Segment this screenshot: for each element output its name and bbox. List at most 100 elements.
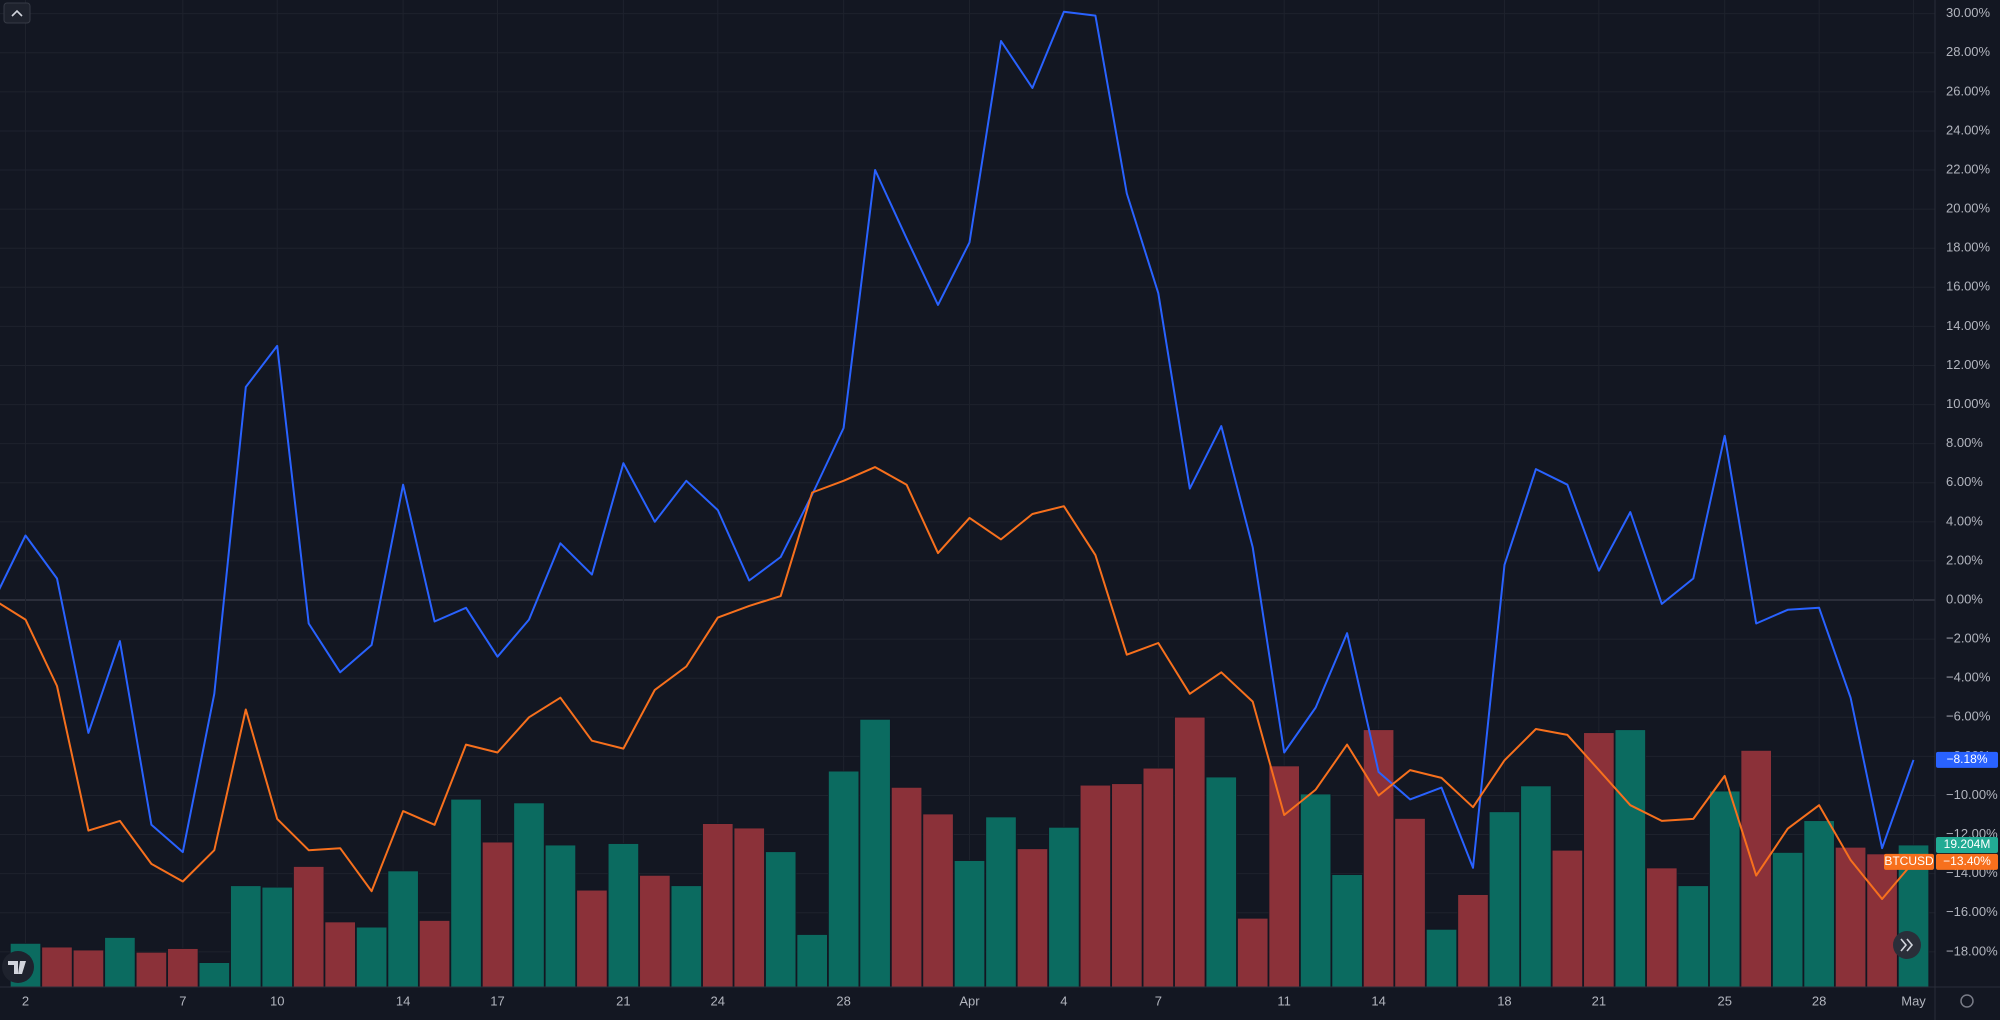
volume-bar [1394,818,1426,987]
volume-bar [1677,885,1709,987]
y-tick-label: 4.00% [1946,513,1983,528]
scroll-icon [1900,938,1914,952]
y-tick-label: 30.00% [1946,5,1991,20]
x-tick-label: 28 [1812,993,1826,1008]
volume-bar [1457,894,1489,987]
volume-bar [1142,767,1174,987]
volume-bar [544,844,577,987]
volume-bar [890,786,923,987]
scroll-to-realtime[interactable] [1893,931,1921,959]
price-badge [1936,837,1998,854]
axes: −18.00%−16.00%−14.00%−12.00%−10.00%−8.00… [22,5,1998,1008]
volume-bar [859,718,891,987]
x-tick-label: 4 [1060,993,1067,1008]
volume-bar [1614,729,1646,987]
volume-bar [356,926,388,987]
settings[interactable] [1960,994,1974,1008]
x-tick-label: 11 [1277,993,1291,1008]
volume-bar [765,851,797,987]
price-badge-label: −8.18% [1946,752,1987,766]
volume-bar [1016,848,1049,987]
x-tick-label: May [1901,993,1926,1008]
y-tick-label: 20.00% [1946,201,1991,216]
volume-bar [1174,716,1206,987]
x-tick-label: 7 [1155,993,1162,1008]
volume-bar [198,962,230,987]
volume-bar [261,886,293,987]
x-tick-label: 21 [1592,993,1606,1008]
line-series [0,466,1915,900]
volume-bar [1237,917,1269,987]
volume-bar [733,827,765,987]
volume-bar [1646,867,1678,987]
y-tick-label: 6.00% [1946,474,1983,489]
logo-mark [8,961,26,974]
volume-bar [639,874,671,987]
y-tick-label: 16.00% [1946,279,1991,294]
series-name-label: BTCUSD [1884,854,1934,868]
series-name-badge [1884,853,1934,870]
y-tick-label: 26.00% [1946,83,1991,98]
y-tick-label: 28.00% [1946,44,1991,59]
volume-bar [607,843,640,987]
volume-bar [1551,849,1584,987]
x-tick-label: 18 [1497,993,1511,1008]
volume-bar [1740,749,1772,987]
volume-bar [1520,785,1552,987]
price-badge [1936,751,1998,768]
volume-bar [702,823,734,987]
x-tick-label: 21 [616,993,630,1008]
x-tick-label: 7 [179,993,186,1008]
x-tick-label: 24 [711,993,725,1008]
y-tick-label: −4.00% [1946,670,1991,685]
y-tick-label: 2.00% [1946,552,1983,567]
price-badge [1936,853,1998,870]
y-tick-label: −18.00% [1946,943,1998,958]
x-tick-label: 10 [270,993,284,1008]
volume-bar [230,885,262,987]
volume-bar [41,946,73,987]
x-tick-label: 14 [396,993,410,1008]
volume-bar [1709,790,1741,987]
volume-bar [135,951,168,987]
volume-bar [104,937,136,987]
volume-bar [324,921,356,987]
volume-bar [1583,732,1615,987]
price-badge-label: −13.40% [1943,854,1991,868]
volume-bar [1425,928,1458,987]
y-tick-label: 10.00% [1946,396,1991,411]
volume-bar [796,934,828,987]
volume-bar [1803,820,1835,987]
volume-bar [450,798,482,987]
y-tick-label: 18.00% [1946,240,1991,255]
y-tick-label: 12.00% [1946,357,1991,372]
volume-bar [953,860,986,987]
volume-bar [1268,765,1300,987]
volume-bar [293,866,325,987]
y-tick-label: −16.00% [1946,904,1998,919]
x-tick-label: 2 [22,993,29,1008]
volume-bar [418,920,451,987]
collapse-button[interactable] [3,2,31,24]
volume-bar [670,885,702,987]
line-series [0,10,1915,869]
x-tick-label: 14 [1371,993,1385,1008]
volume-bar [1111,783,1143,987]
settings-icon[interactable] [1960,994,1974,1008]
volume-bar [72,949,105,987]
plot-area [0,10,1930,987]
volume-bar [828,770,860,987]
y-tick-label: −10.00% [1946,787,1998,802]
x-tick-label: 17 [490,993,504,1008]
volume-bar [1300,793,1332,987]
volume-bar [922,813,954,987]
volume-bar [1079,784,1112,987]
x-tick-label: 25 [1717,993,1731,1008]
y-tick-label: 24.00% [1946,122,1991,137]
price-badge-label: 19.204M [1944,837,1991,851]
logo[interactable] [2,951,34,983]
volume-bar [513,802,545,987]
collapse-button-box[interactable] [3,2,31,24]
